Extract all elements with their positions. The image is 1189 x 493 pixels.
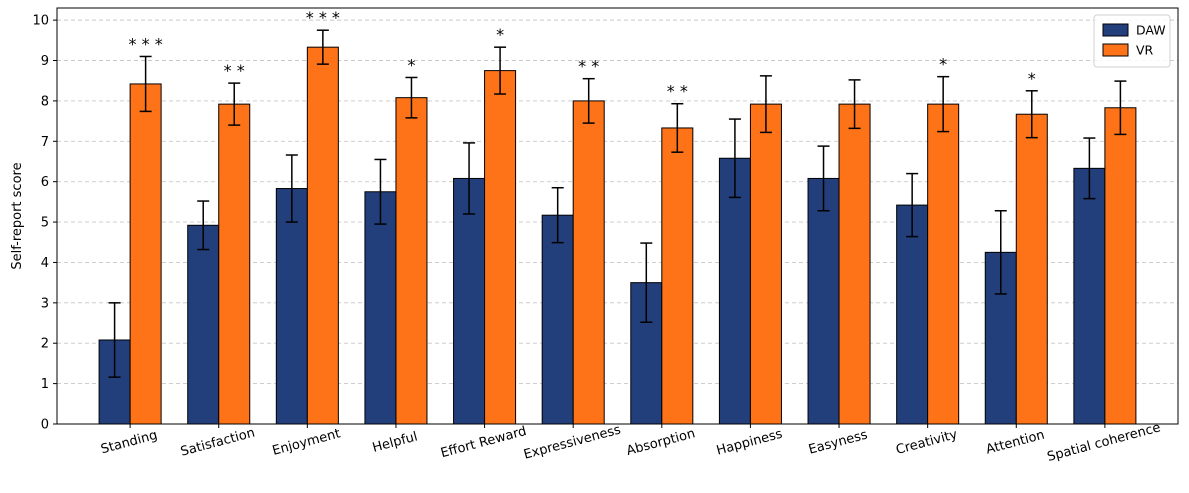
y-tick-label-3: 3 [41,296,49,311]
legend-label-vr: VR [1136,43,1154,58]
significance-attention: * [1028,69,1036,88]
bar-vr-enjoyment [306,46,339,425]
y-tick-label-2: 2 [41,337,49,352]
x-axis-ticks: Standing Satisfaction Enjoyment Helpful Effo… [99,420,1162,465]
y-tick-label-0: 0 [41,418,49,433]
bar-daw-creativity [896,204,929,425]
bar-daw-easyness [807,177,840,425]
legend-swatch-vr [1102,43,1129,57]
bar-vr-expressiveness [572,100,605,425]
bar-vr-standing [129,83,162,425]
significance-expressiveness: * * [578,57,599,76]
bar-vr-happiness [749,103,782,425]
significance-satisfaction: * * [224,61,245,80]
error-bars [108,29,1127,378]
x-tick-label-satisfaction: Satisfaction [179,426,257,460]
significance-helpful: * [407,55,415,74]
significance-absorption: * * [667,82,688,101]
y-tick-label-7: 7 [41,135,49,150]
legend-swatch-daw [1102,23,1129,37]
bar-daw-helpful [364,191,397,425]
significance-enjoyment: * * * [306,8,340,27]
x-tick-label-attention: Attention [984,428,1046,458]
y-tick-label-6: 6 [41,175,49,190]
y-axis-ticks: 0 1 2 3 4 5 6 7 8 9 10 [32,14,57,433]
significance-effort-reward: * [496,25,504,44]
plot-frame [56,7,1179,425]
x-tick-label-helpful: Helpful [371,429,419,455]
bars [98,46,1137,425]
x-tick-label-standing: Standing [99,428,159,457]
significance-standing: * * * [129,34,163,53]
bar-vr-absorption [661,127,694,425]
bar-daw-enjoyment [275,188,308,425]
bar-daw-satisfaction [187,224,220,425]
x-tick-label-expressiveness: Expressiveness [522,422,623,462]
bar-vr-attention [1015,113,1048,425]
y-tick-label-1: 1 [41,377,49,392]
x-tick-label-spatial-coherence: Spatial coherence [1046,420,1163,465]
x-tick-label-easyness: Easyness [807,427,869,457]
bar-daw-expressiveness [541,214,574,425]
legend-label-daw: DAW [1136,23,1166,38]
y-tick-label-10: 10 [32,14,49,29]
bar-daw-effort-reward [453,177,486,425]
x-tick-label-effort-reward: Effort Reward [439,424,528,461]
bar-daw-spatial-coherence [1073,167,1106,425]
significance-markers: * * * * * * * * * * * * * * * * [129,8,1036,101]
significance-creativity: * [939,55,947,74]
bar-vr-easyness [838,103,871,425]
x-tick-label-happiness: Happiness [715,427,784,459]
bar-vr-effort-reward [484,70,517,425]
y-tick-label-8: 8 [41,94,49,109]
bar-vr-satisfaction [218,103,251,425]
bar-vr-spatial-coherence [1104,107,1137,425]
x-tick-label-absorption: Absorption [625,426,697,459]
y-tick-label-4: 4 [41,256,49,271]
y-axis-label: Self-report score [10,162,25,269]
y-tick-label-9: 9 [41,54,49,69]
x-tick-label-creativity: Creativity [894,427,959,458]
legend: DAW VR [1093,14,1171,68]
x-tick-label-enjoyment: Enjoyment [271,426,342,459]
bar-vr-creativity [927,103,960,425]
bar-vr-helpful [395,97,428,425]
y-tick-label-5: 5 [41,216,49,231]
